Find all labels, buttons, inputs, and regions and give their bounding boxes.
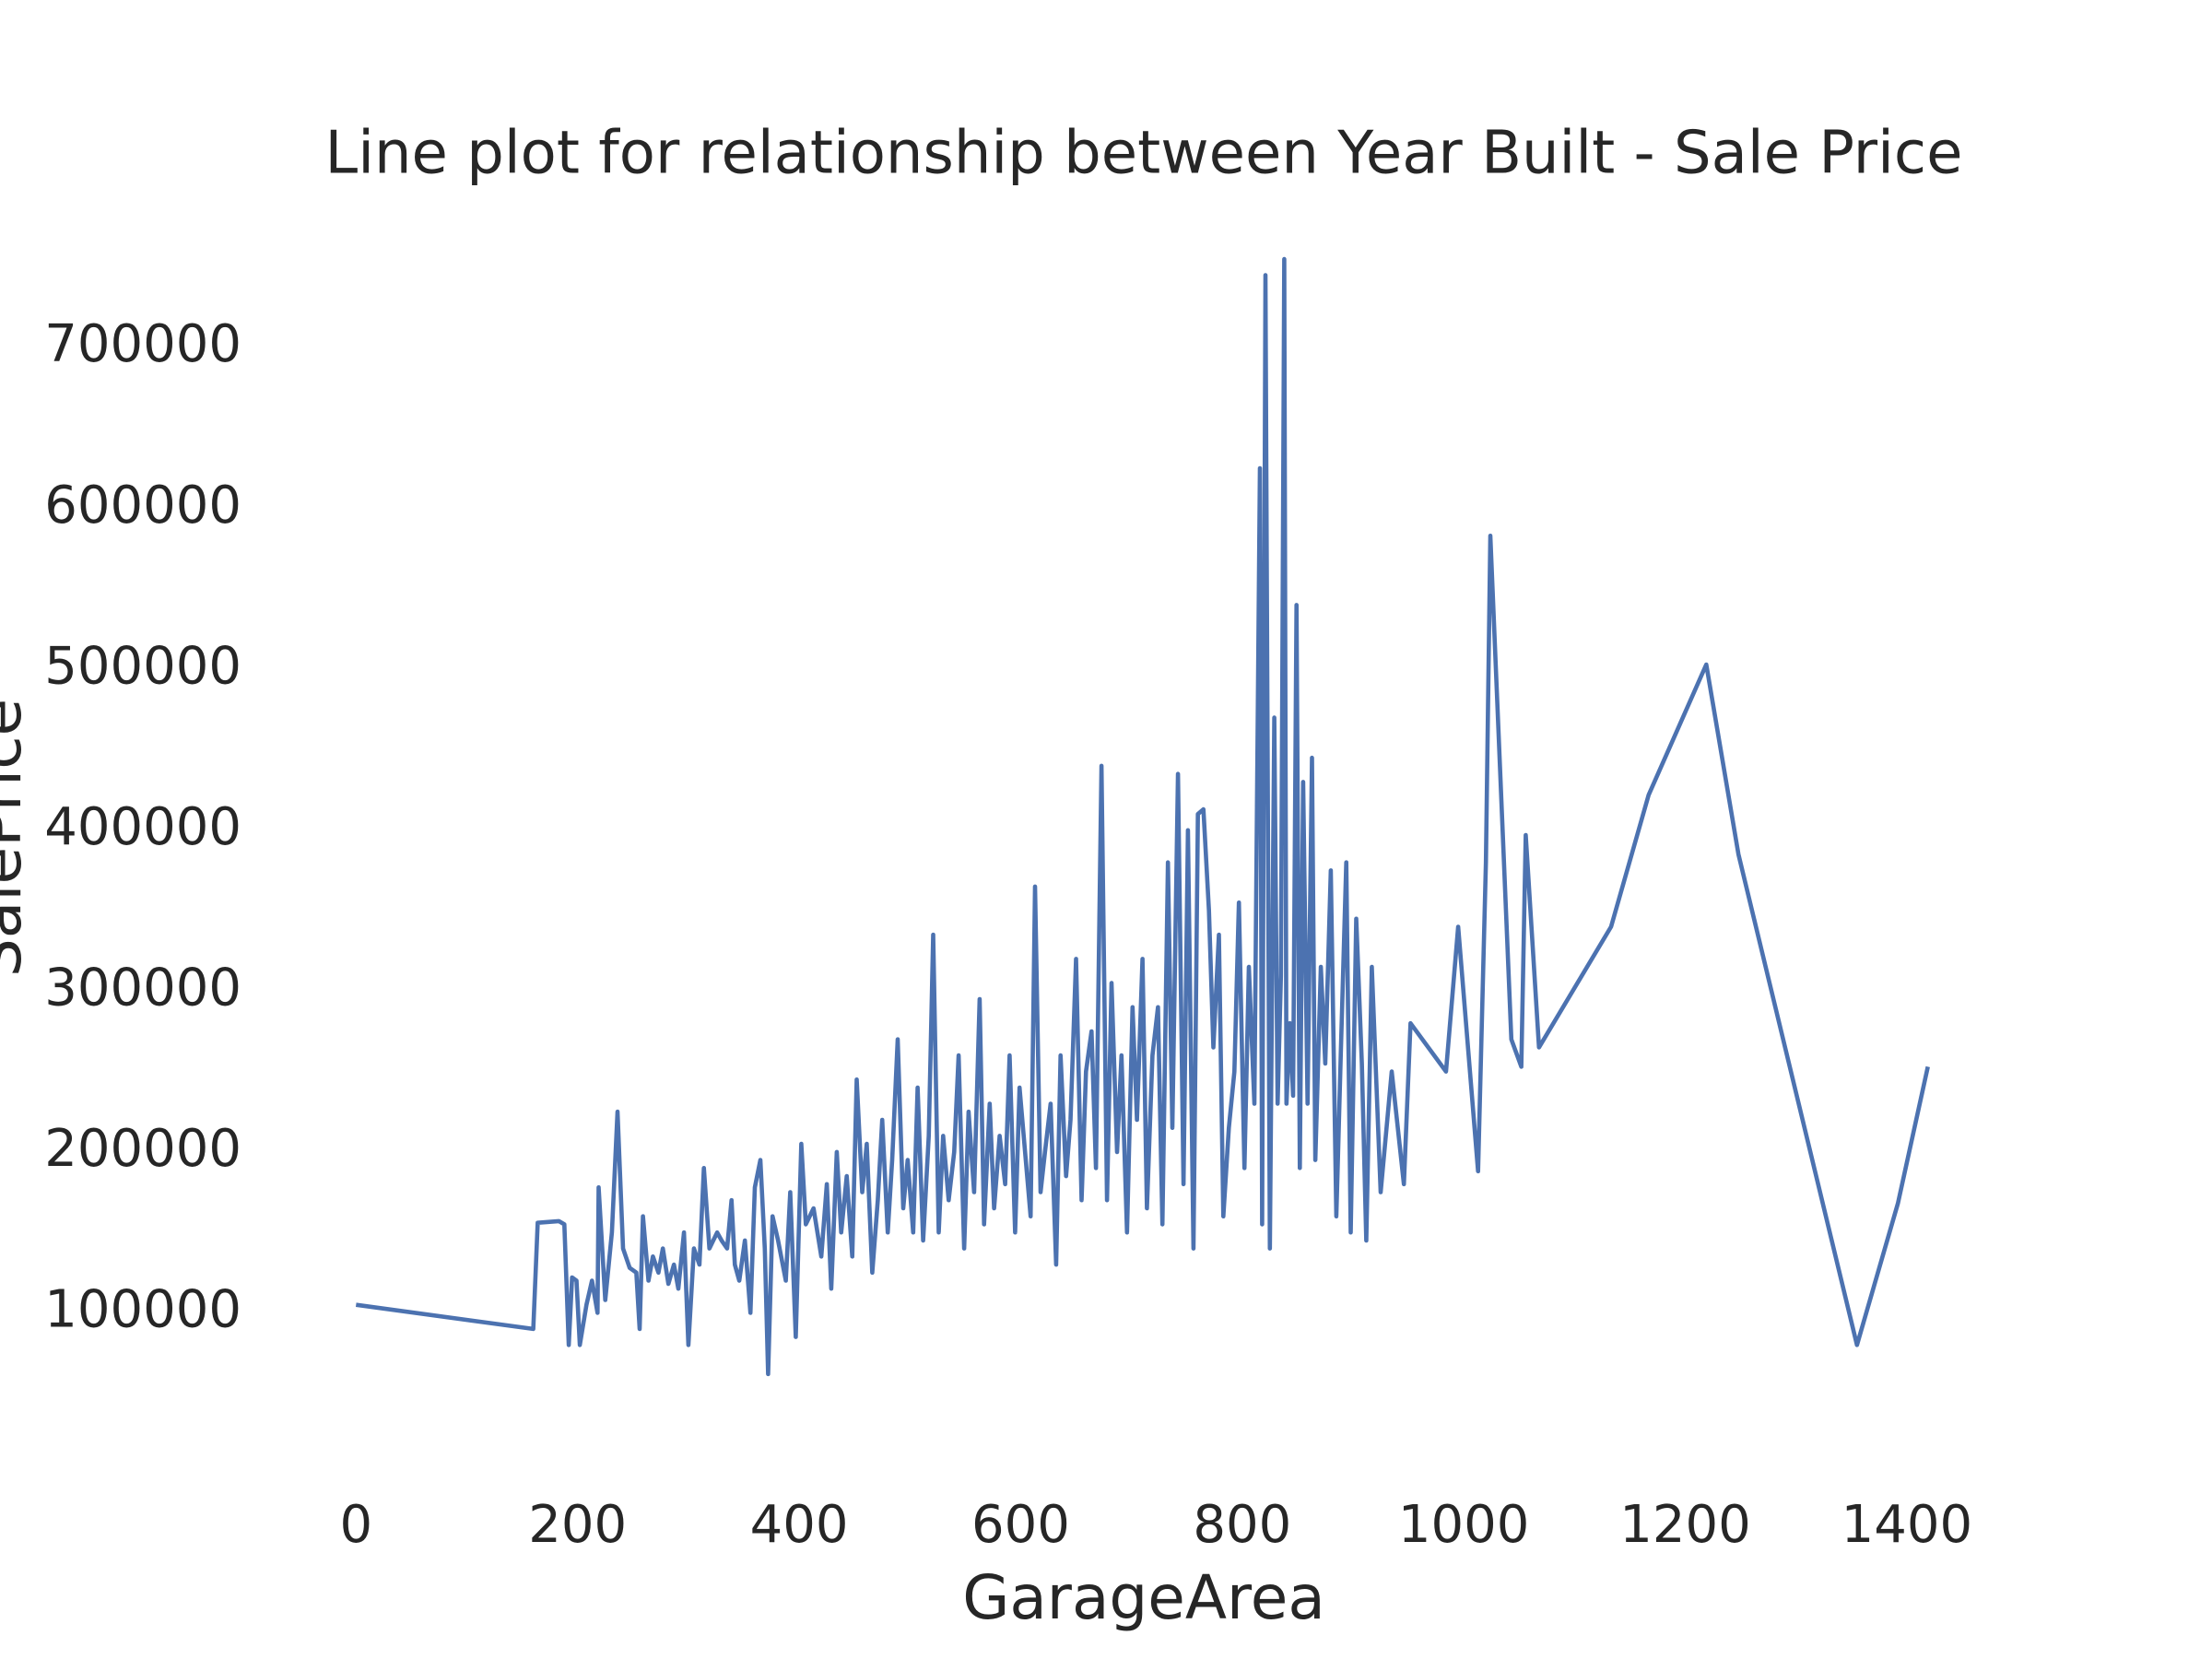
chart-title: Line plot for relationship between Year … (325, 120, 1963, 188)
x-tick-label: 200 (528, 1495, 627, 1555)
x-tick-label: 600 (971, 1495, 1070, 1555)
x-tick-label: 1400 (1841, 1495, 1973, 1555)
x-tick-label: 0 (340, 1495, 373, 1555)
y-tick-label: 400000 (44, 797, 241, 857)
x-tick-label: 800 (1193, 1495, 1291, 1555)
y-tick-label: 700000 (44, 314, 241, 374)
x-tick-label: 400 (750, 1495, 849, 1555)
x-tick-label: 1000 (1398, 1495, 1530, 1555)
x-tick-label: 1200 (1619, 1495, 1751, 1555)
y-tick-label: 300000 (44, 958, 241, 1018)
y-tick-label: 200000 (44, 1119, 241, 1179)
y-tick-label: 500000 (44, 636, 241, 696)
x-axis-label: GarageArea (962, 1562, 1325, 1633)
y-axis-label: SalePrice (0, 699, 35, 977)
y-tick-label: 100000 (44, 1280, 241, 1340)
y-tick-label: 600000 (44, 476, 241, 535)
data-line (355, 256, 1930, 1377)
